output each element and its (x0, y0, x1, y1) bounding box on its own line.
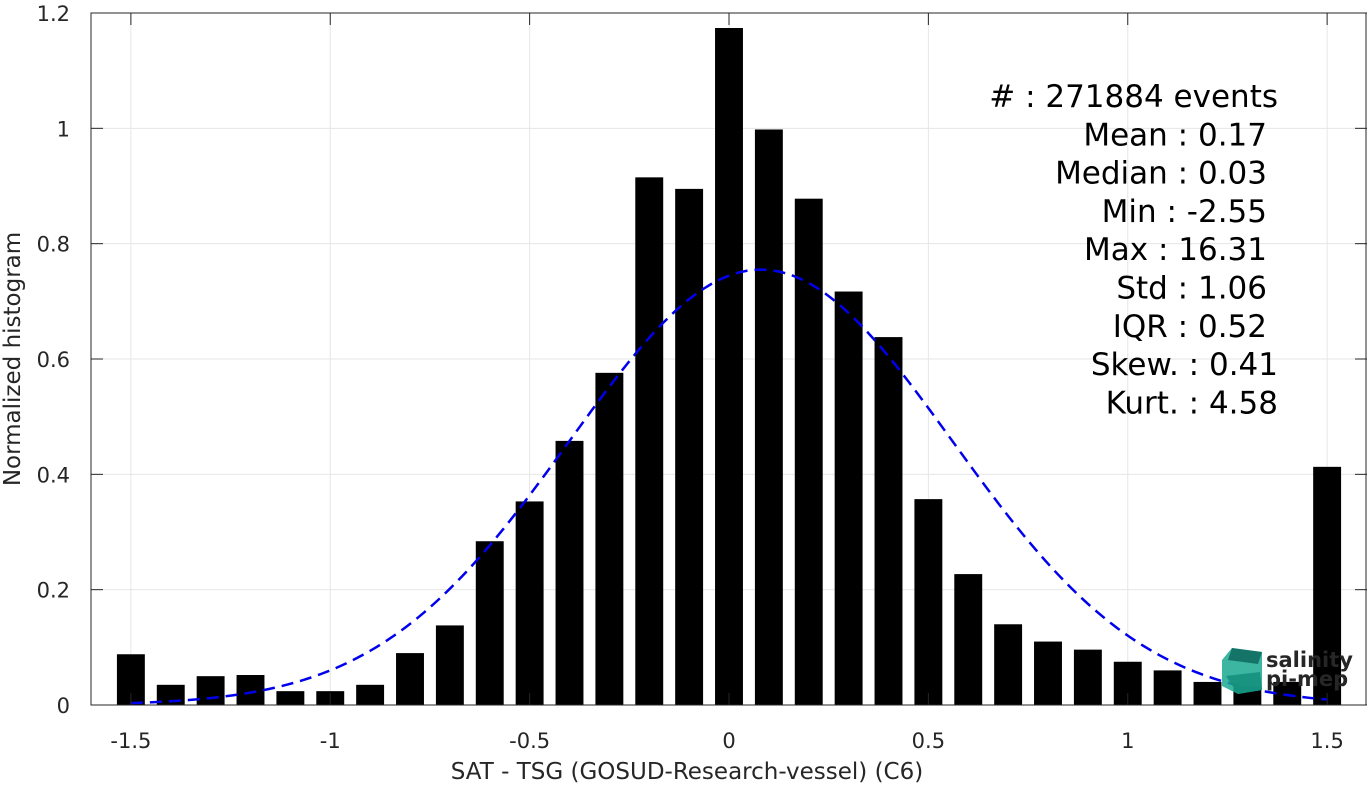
y-tick-label-5: 1 (57, 117, 70, 141)
stat-line-1: Mean : 0.17 (1083, 117, 1267, 153)
bar-17 (794, 198, 823, 706)
y-tick-label-3: 0.6 (37, 348, 70, 372)
x-tick-label-2: -0.5 (509, 729, 550, 753)
histogram-bars (116, 27, 1342, 706)
bar-19 (874, 337, 903, 705)
bar-24 (1073, 649, 1102, 705)
bar-22 (994, 624, 1023, 705)
y-tick-label-4: 0.8 (37, 233, 70, 257)
stat-line-8: Kurt. : 4.58 (1106, 385, 1278, 421)
stat-line-7: Skew. : 0.41 (1091, 347, 1278, 383)
stat-line-3: Min : -2.55 (1102, 194, 1267, 230)
stat-line-6: IQR : 0.52 (1113, 309, 1267, 345)
logo-emblem-icon (1222, 648, 1262, 694)
bar-23 (1034, 641, 1062, 705)
bar-12 (595, 372, 624, 705)
x-tick-label-0: -1.5 (110, 729, 151, 753)
x-tick-label-3: 0 (722, 729, 735, 753)
bar-6 (356, 684, 385, 705)
bar-29 (1273, 681, 1302, 705)
bar-21 (954, 574, 983, 705)
bar-15 (715, 27, 743, 705)
x-tick-label-6: 1.5 (1310, 729, 1343, 753)
bar-8 (435, 625, 464, 705)
bar-14 (675, 188, 704, 706)
bar-7 (396, 653, 424, 705)
stat-line-0: # : 271884 events (989, 79, 1278, 115)
stat-line-2: Median : 0.03 (1055, 156, 1267, 192)
bar-27 (1193, 681, 1222, 705)
y-tick-labels: 0 0.2 0.4 0.6 0.8 1 1.2 (37, 2, 70, 718)
bar-18 (834, 291, 863, 705)
bar-20 (914, 499, 943, 705)
logo-text-line1: salinity (1266, 648, 1353, 672)
y-tick-label-0: 0 (57, 694, 70, 718)
bar-11 (555, 440, 584, 705)
bar-10 (515, 501, 544, 705)
x-tick-label-5: 1 (1121, 729, 1134, 753)
y-axis-title: Normalized histogram (0, 232, 26, 486)
x-axis-title: SAT - TSG (GOSUD-Research-vessel) (C6) (451, 759, 923, 785)
bar-13 (635, 177, 664, 706)
salinity-pi-mep-logo: salinity pi-mep (1222, 648, 1353, 694)
y-tick-label-1: 0.2 (37, 579, 70, 603)
axis-ticks (91, 12, 1367, 706)
x-tick-label-1: -1 (320, 729, 341, 753)
stat-line-5: Std : 1.06 (1116, 271, 1267, 307)
logo-text-line2: pi-mep (1266, 667, 1348, 691)
gaussian-fit-curve (130, 268, 1328, 705)
bar-3 (236, 675, 265, 705)
y-tick-label-2: 0.4 (37, 463, 70, 487)
stat-line-4: Max : 16.31 (1084, 232, 1267, 268)
x-tick-label-4: 0.5 (912, 729, 945, 753)
bar-4 (276, 691, 305, 705)
bar-2 (196, 676, 225, 705)
bar-9 (475, 541, 504, 705)
x-tick-labels: -1.5 -1 -0.5 0 0.5 1 1.5 (110, 729, 1343, 753)
y-tick-label-6: 1.2 (37, 2, 70, 26)
bar-30 (1313, 466, 1342, 705)
bar-26 (1153, 670, 1182, 705)
bar-16 (754, 129, 783, 705)
